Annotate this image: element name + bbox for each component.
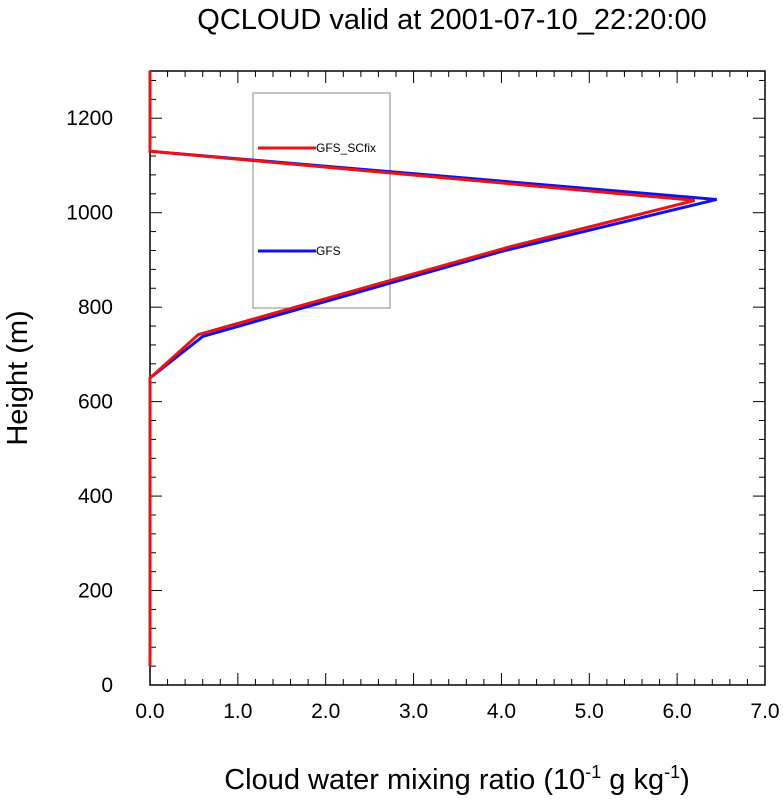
x-tick-label: 3.0: [399, 700, 428, 723]
tick-labels: 0.0 1.0 2.0 3.0 4.0 5.0 6.0 7.0 0 200 400 600 800 100…: [66, 107, 779, 723]
y-tick-label: 400: [78, 485, 113, 508]
legend-box: [252, 92, 391, 309]
x-axis-label-base: Cloud water mixing ratio (10: [224, 764, 585, 796]
x-axis-label-exp2: -1: [664, 762, 680, 782]
x-tick-label: 0.0: [135, 700, 164, 723]
y-tick-label: 0: [101, 674, 113, 697]
x-axis-label: Cloud water mixing ratio (10-1 g kg-1): [224, 762, 690, 796]
x-tick-label: 7.0: [750, 700, 779, 723]
y-tick-label: 1000: [66, 202, 113, 225]
x-tick-label: 5.0: [575, 700, 604, 723]
y-tick-label: 1200: [66, 107, 113, 130]
x-axis-label-end: ): [680, 764, 690, 796]
x-tick-label: 4.0: [487, 700, 516, 723]
x-tick-label: 2.0: [311, 700, 340, 723]
chart-title: QCLOUD valid at 2001-07-10_22:20:00: [197, 4, 706, 36]
y-tick-label: 200: [78, 580, 113, 603]
series-lines: [148, 71, 718, 667]
y-axis-label: Height (m): [2, 310, 34, 445]
x-tick-label: 1.0: [223, 700, 252, 723]
series-line-gfs-scfix: [148, 71, 696, 667]
x-axis-label-mid: g kg: [601, 764, 664, 796]
x-axis-label-exp1: -1: [585, 762, 601, 782]
axis-ticks: [149, 71, 766, 686]
plot-frame: [149, 70, 766, 686]
legend-label: GFS_SCfix: [316, 141, 376, 155]
y-tick-label: 800: [78, 296, 113, 319]
y-tick-label: 600: [78, 391, 113, 414]
legend-label: GFS: [316, 244, 341, 258]
legend: GFS_SCfix GFS: [252, 92, 391, 309]
x-tick-label: 6.0: [663, 700, 692, 723]
